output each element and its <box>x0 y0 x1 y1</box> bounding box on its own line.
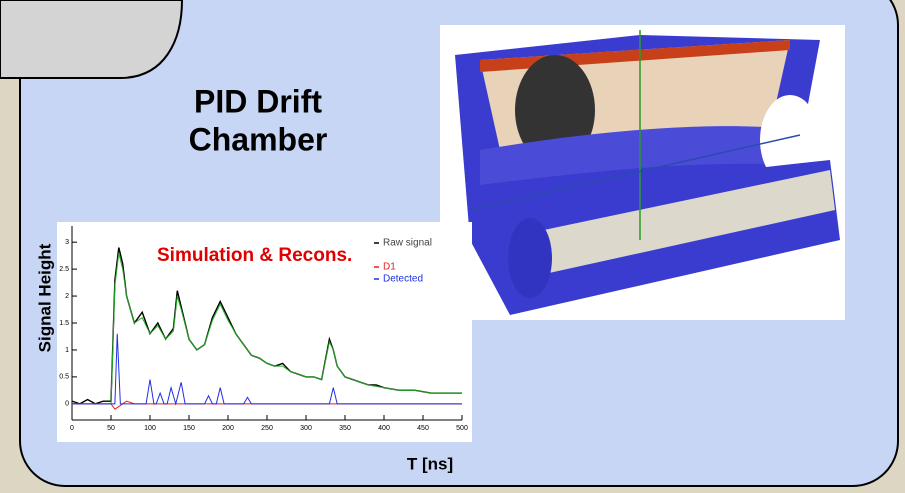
y-tick-label: 0.5 <box>59 374 69 381</box>
x-tick-label: 0 <box>70 425 74 432</box>
x-tick-label: 300 <box>300 425 312 432</box>
y-tick-label: 1 <box>65 347 69 354</box>
x-tick-label: 500 <box>456 425 468 432</box>
title-line: Chamber <box>189 121 328 157</box>
y-tick-label: 3 <box>65 239 69 246</box>
x-tick-label: 50 <box>107 425 115 432</box>
y-tick-label: 2.5 <box>59 266 69 273</box>
y-tick-label: 1.5 <box>59 320 69 327</box>
x-tick-label: 400 <box>378 425 390 432</box>
tab <box>0 0 182 78</box>
x-tick-label: 450 <box>417 425 429 432</box>
legend-label: D1 <box>383 262 396 273</box>
x-tick-label: 150 <box>183 425 195 432</box>
y-axis-title: Signal Height <box>35 243 54 352</box>
title-line: PID Drift <box>194 83 322 119</box>
y-tick-label: 2 <box>65 293 69 300</box>
x-tick-label: 350 <box>339 425 351 432</box>
x-tick-label: 100 <box>144 425 156 432</box>
annotation: Simulation & Recons. <box>157 245 352 266</box>
legend-label: Raw signal <box>383 238 432 249</box>
y-tick-label: 0 <box>65 401 69 408</box>
slide: PID Drift Chamber 0 50 100 150 200 250 300 350 4… <box>0 0 905 488</box>
x-tick-label: 250 <box>261 425 273 432</box>
detector-image <box>440 25 845 320</box>
x-axis-title: T [ns] <box>407 454 453 473</box>
legend-label: Detected <box>383 274 423 285</box>
x-tick-label: 200 <box>222 425 234 432</box>
